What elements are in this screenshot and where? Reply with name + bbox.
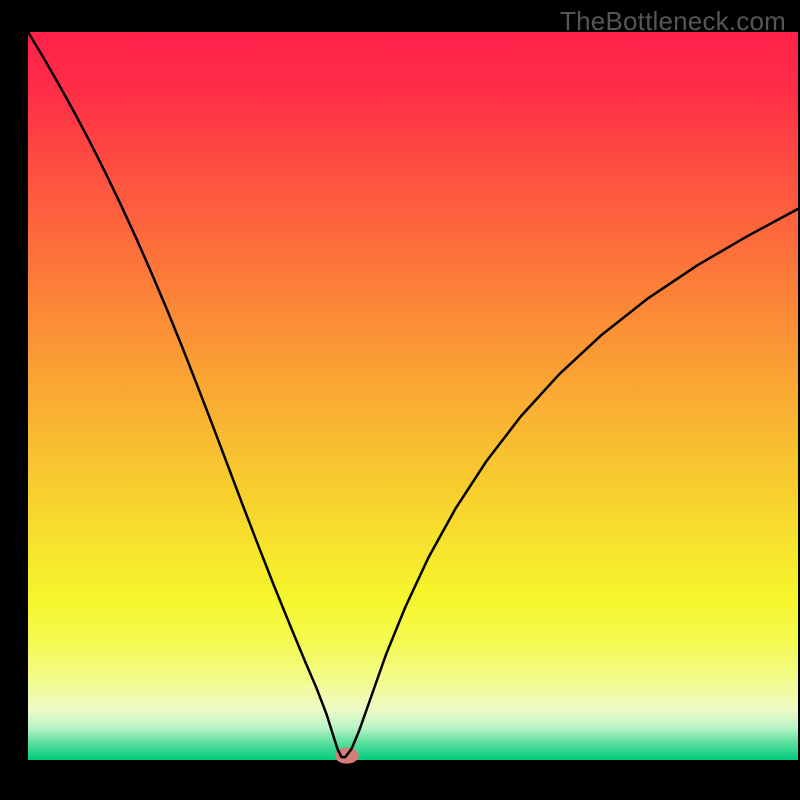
plot-wrapper: TheBottleneck.com	[0, 0, 800, 800]
plot-background-gradient	[28, 32, 798, 760]
bottleneck-curve-chart	[0, 0, 800, 800]
watermark-text: TheBottleneck.com	[560, 6, 786, 37]
